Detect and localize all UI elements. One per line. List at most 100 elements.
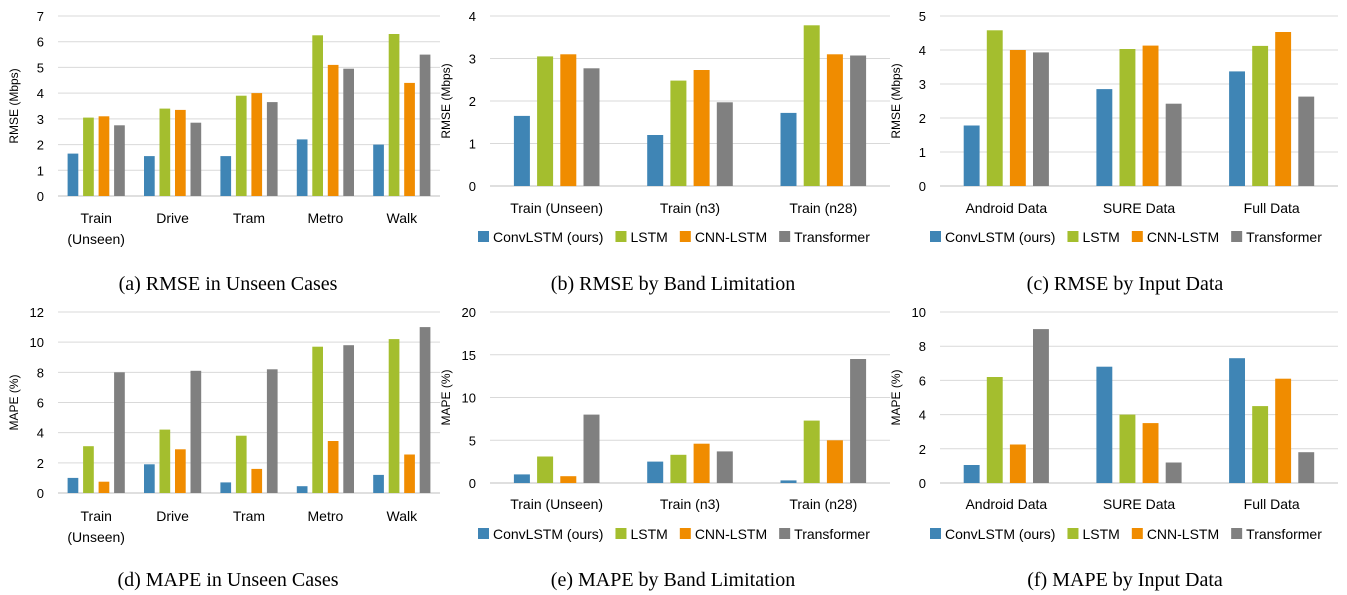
legend-swatch (930, 528, 941, 539)
bar-convlstm-ours (780, 112, 797, 186)
y-tick-label: 8 (919, 339, 926, 354)
legend-label: LSTM (630, 526, 667, 542)
x-category-label: Train (n3) (660, 200, 720, 216)
bar-cnn-lstm (1275, 32, 1292, 186)
y-tick-label: 6 (37, 35, 44, 50)
bar-lstm (670, 80, 687, 186)
bar-convlstm-ours (67, 153, 79, 196)
bar-transformer (1298, 452, 1315, 483)
x-category-label: Walk (387, 508, 419, 524)
bar-lstm (388, 34, 400, 196)
bar-lstm (312, 346, 323, 493)
bar-transformer (114, 372, 125, 493)
bar-transformer (190, 122, 202, 196)
y-tick-label: 15 (462, 348, 476, 363)
bar-cnn-lstm (560, 476, 577, 483)
chart-panel-1: 0 1 2 3 4 5 6 7 RMSE (Mbps) Train (Unseen) Drive Tra… (7, 9, 440, 295)
bar-convlstm-ours (513, 115, 530, 186)
bar-cnn-lstm (98, 116, 110, 196)
bar-lstm (83, 446, 94, 493)
y-axis-label: RMSE (Mbps) (889, 63, 903, 138)
legend-swatch (930, 231, 941, 242)
bar-cnn-lstm (693, 70, 710, 186)
bar-convlstm-ours (513, 474, 530, 483)
bar-convlstm-ours (647, 461, 664, 483)
bar-transformer (343, 68, 354, 196)
x-category-label: Train (81, 508, 112, 524)
legend-swatch (779, 528, 791, 539)
chart-caption: (d) MAPE in Unseen Cases (117, 569, 338, 591)
y-tick-label: 4 (37, 86, 44, 101)
bar-convlstm-ours (144, 156, 155, 196)
bar-transformer (716, 102, 733, 186)
legend-swatch (779, 231, 791, 242)
bar-cnn-lstm (826, 54, 843, 187)
x-category-label: SURE Data (1103, 496, 1176, 512)
y-tick-label: 1 (919, 145, 926, 160)
chart-panel-5: 0 5 10 15 20 MAPE (%) Train (Unseen) Train (n3)… (439, 305, 890, 591)
x-category-label: Tram (233, 210, 265, 226)
bar-convlstm-ours (1229, 358, 1245, 483)
y-tick-label: 2 (469, 94, 476, 109)
legend-swatch (679, 528, 691, 539)
y-tick-label: 8 (37, 365, 44, 380)
bar-lstm (159, 429, 171, 493)
bar-transformer (1298, 96, 1315, 186)
legend-label: LSTM (1082, 229, 1119, 245)
bar-cnn-lstm (1142, 423, 1159, 483)
bar-lstm (670, 454, 687, 483)
bar-convlstm-ours (963, 125, 980, 186)
bar-transformer (190, 370, 202, 493)
bar-cnn-lstm (693, 443, 710, 483)
legend: ConvLSTM (ours) LSTM CNN-LSTM Transformer (478, 526, 870, 542)
x-category-label: Drive (156, 210, 189, 226)
bar-convlstm-ours (144, 464, 155, 493)
legend-label: Transformer (1246, 526, 1322, 542)
bar-convlstm-ours (296, 139, 308, 196)
bar-transformer (266, 369, 278, 493)
legend-label: Transformer (794, 526, 870, 542)
y-tick-label: 7 (37, 9, 44, 24)
legend-label: ConvLSTM (ours) (945, 229, 1055, 245)
legend-swatch (615, 528, 627, 539)
bar-convlstm-ours (220, 482, 232, 493)
legend-label: ConvLSTM (ours) (945, 526, 1055, 542)
chart-panel-6: 0 2 4 6 8 10 MAPE (%) Android Data SURE Data Full… (889, 305, 1338, 591)
chart-panel-4: 0 2 4 6 8 10 12 MAPE (%) Train (Unseen) Drive Tram M… (7, 305, 440, 591)
x-category-label: Metro (308, 508, 344, 524)
bar-lstm (986, 377, 1003, 483)
chart-panel-2: 0 1 2 3 4 RMSE (Mbps) Train (Unseen) Train (n3)… (439, 9, 890, 295)
legend: ConvLSTM (ours) LSTM CNN-LSTM Transformer (930, 526, 1322, 542)
y-tick-label: 4 (37, 426, 44, 441)
y-axis-label: RMSE (Mbps) (439, 63, 453, 138)
y-tick-label: 6 (37, 396, 44, 411)
legend-swatch (615, 231, 627, 242)
bar-lstm (537, 456, 554, 483)
bar-transformer (1033, 329, 1049, 483)
legend-label: Transformer (1246, 229, 1322, 245)
bar-cnn-lstm (251, 468, 263, 493)
y-tick-label: 0 (469, 179, 476, 194)
bar-transformer (1033, 52, 1049, 187)
legend-label: CNN-LSTM (695, 229, 767, 245)
y-tick-label: 10 (30, 335, 44, 350)
y-tick-label: 0 (919, 179, 926, 194)
chart-caption: (b) RMSE by Band Limitation (551, 273, 795, 295)
legend-label: ConvLSTM (ours) (493, 229, 603, 245)
bar-lstm (159, 108, 171, 196)
y-tick-label: 12 (30, 305, 44, 320)
bar-transformer (266, 102, 278, 196)
y-tick-label: 1 (37, 163, 44, 178)
x-category-label: Full Data (1244, 200, 1300, 216)
bar-transformer (583, 68, 600, 186)
bar-transformer (583, 414, 600, 483)
y-tick-label: 0 (469, 476, 476, 491)
y-axis-label: MAPE (%) (889, 369, 903, 425)
bar-convlstm-ours (1096, 89, 1113, 186)
legend-swatch (679, 231, 691, 242)
y-tick-label: 3 (469, 52, 476, 67)
legend-swatch (1131, 528, 1143, 539)
bar-transformer (419, 327, 431, 493)
bar-cnn-lstm (1275, 378, 1292, 483)
x-category-label: Tram (233, 508, 265, 524)
